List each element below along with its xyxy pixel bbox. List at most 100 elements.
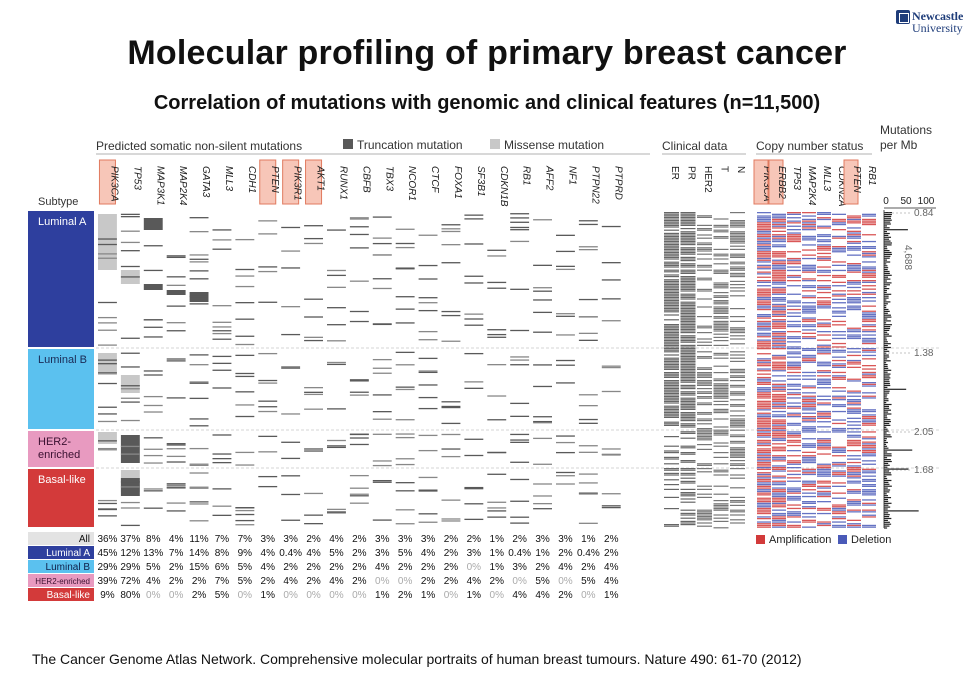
cn-mark [847, 390, 861, 392]
cn-mark [757, 266, 771, 268]
mutation-block [120, 435, 140, 463]
freq-cell: 7% [215, 534, 230, 545]
cn-mark [757, 227, 771, 229]
freq-cell: 2% [398, 590, 413, 601]
cn-mark [772, 342, 786, 345]
cn-mark [757, 490, 771, 493]
mutation-mark [372, 242, 392, 245]
cn-mark [787, 405, 801, 408]
cn-mark [847, 235, 861, 238]
cn-mark [757, 305, 771, 307]
clinical-label-n: N [735, 166, 746, 173]
cn-mark [832, 465, 846, 467]
mutation-mark [98, 316, 117, 319]
cn-mark [787, 371, 801, 374]
cn-mark [757, 325, 771, 328]
cn-mark [862, 293, 876, 295]
clinical-mark [730, 354, 745, 356]
clinical-mark [680, 384, 696, 386]
mutation-mark [487, 395, 507, 397]
mutation-block [120, 375, 140, 393]
clinical-mark [697, 511, 712, 513]
mb-bar [884, 436, 892, 438]
freq-cell: 0% [558, 576, 573, 587]
cn-mark [862, 254, 876, 256]
freq-cell: 0% [306, 590, 321, 601]
mutation-mark [372, 323, 392, 326]
mb-bar [884, 312, 888, 314]
freq-cell: 2% [261, 576, 276, 587]
cn-mark [772, 325, 786, 328]
freq-cell: 0% [169, 590, 184, 601]
mutation-mark [601, 448, 621, 450]
mutation-mark [120, 213, 140, 216]
clinical-mark [697, 488, 712, 490]
freq-cell: 2% [329, 562, 344, 573]
cn-mark [787, 229, 801, 231]
cn-mark [757, 388, 771, 391]
cn-mark [802, 461, 816, 464]
clinical-mark [680, 356, 696, 358]
cn-mark [862, 320, 876, 323]
mutation-mark [418, 309, 438, 312]
clinical-mark [680, 295, 696, 297]
clinical-mark [713, 504, 729, 506]
cn-mark [757, 439, 771, 442]
freq-cell: 4% [283, 576, 298, 587]
cn-mark [817, 370, 831, 372]
cn-mark [787, 305, 801, 307]
clinical-mark [680, 375, 696, 377]
cn-mark [757, 290, 771, 292]
mutation-mark [189, 381, 209, 383]
cn-mark [817, 288, 831, 290]
cn-mark [847, 468, 861, 470]
mutation-mark [464, 243, 484, 245]
cn-mark [787, 489, 801, 491]
mutation-mark [395, 509, 415, 511]
mutation-block [143, 218, 163, 230]
mutation-mark [556, 451, 575, 454]
clinical-mark [680, 223, 696, 225]
cn-mark [847, 417, 861, 419]
mutation-mark [258, 485, 278, 488]
freq-cell: 4% [535, 590, 550, 601]
freq-cell: 5% [329, 548, 344, 559]
clinical-mark [697, 269, 712, 271]
freq-cell: 2% [352, 576, 367, 587]
freq-cell: 3% [421, 534, 436, 545]
clinical-mark [730, 368, 745, 370]
clinical-mark [680, 309, 696, 311]
cn-mark [787, 444, 801, 447]
freq-cell: 2% [421, 562, 436, 573]
clinical-mark [664, 360, 679, 362]
mb-bar [884, 379, 890, 381]
clinical-mark [713, 354, 729, 356]
cn-mark [757, 297, 771, 299]
clinical-mark [730, 253, 745, 255]
cn-mark [862, 251, 876, 253]
clinical-mark [730, 240, 745, 242]
mutation-mark [189, 486, 209, 488]
subtype-header: Subtype [38, 196, 78, 208]
mutation-mark [464, 438, 484, 440]
mutation-mark [166, 255, 186, 257]
mutation-mark [418, 476, 438, 479]
cn-mark [847, 329, 861, 331]
mutation-mark [464, 387, 484, 389]
mb-bar [884, 223, 891, 225]
cn-mark [832, 307, 846, 309]
cn-mark [757, 443, 771, 445]
cn-mark [802, 266, 816, 268]
clinical-label-pr: PR [686, 166, 697, 180]
cn-mark [847, 331, 861, 333]
mutation-mark [601, 365, 621, 367]
cn-mark [832, 485, 846, 487]
mutation-mark [510, 364, 530, 366]
mutation-mark [258, 270, 278, 273]
cn-mark [862, 215, 876, 217]
cn-mark [802, 257, 816, 260]
mutation-mark [533, 290, 552, 292]
cn-mark [772, 297, 786, 299]
mb-bar [884, 462, 889, 464]
frequency-table: All 36% 37% 8% 4% 11% 7% 7% 3% 3% 2% 4% 2% 3% 3% 3% 2% 2%… [28, 532, 619, 601]
